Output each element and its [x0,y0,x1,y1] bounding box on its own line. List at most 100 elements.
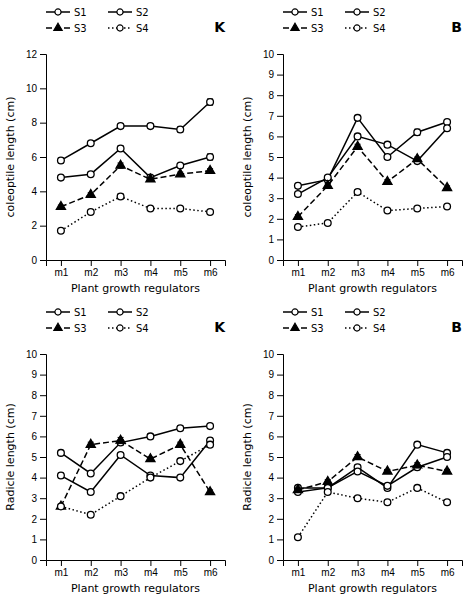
legend-entry: S1 [46,307,87,318]
tick-label: m2 [321,567,335,578]
tick-mark [180,560,181,566]
error-bar [177,426,183,431]
marker [384,499,391,506]
x-tick: m4 [144,560,158,578]
legend-label: S1 [74,7,87,18]
marker [414,485,421,492]
series [295,114,451,189]
legend-label: S3 [74,323,87,334]
error-bar [58,473,64,478]
y-tick: 2 [268,214,283,225]
panel-title: B [451,319,462,335]
y-axis-title: coleoptile length (cm) [241,97,254,218]
tick-mark [298,560,299,566]
tick-mark [40,539,46,540]
tick-mark [40,260,46,261]
tick-label: m1 [291,267,305,278]
tick-label: m4 [381,567,395,578]
legend-entry: S2 [345,307,386,318]
marker [384,141,391,148]
y-axis: 012345678910 [263,349,284,566]
legend-entry: S4 [345,23,386,34]
marker [443,183,452,191]
marker [146,454,155,462]
legend-label: S1 [311,307,324,318]
tick-label: 5 [31,452,37,463]
tick-mark [277,354,283,355]
series [58,99,214,164]
series [58,423,214,477]
tick-label: m6 [204,267,218,278]
marker [147,433,154,440]
y-tick: 8 [268,90,283,101]
marker [383,466,392,474]
tick-label: 9 [268,369,274,380]
marker [384,207,391,214]
legend-marker [354,9,360,15]
tick-label: 4 [31,186,37,197]
x-axis-title: Plant growth regulators [308,282,437,295]
tick-label: m1 [54,567,68,578]
legend-entry: S4 [108,23,149,34]
tick-mark [277,136,283,137]
tick-mark [40,416,46,417]
marker [293,211,302,219]
tick-label: 8 [31,117,37,128]
tick-mark [417,260,418,266]
y-tick: 5 [31,452,46,463]
tick-label: m6 [441,267,455,278]
marker [354,468,361,475]
marker [414,129,421,136]
x-axis-title: Plant growth regulators [308,582,437,595]
marker [353,452,362,460]
marker [324,220,331,227]
tick-mark [277,395,283,396]
marker [177,458,184,465]
marker [117,123,124,130]
series-line [61,196,210,230]
tick-label: 3 [31,493,37,504]
tick-label: m4 [144,267,158,278]
error-bar [118,146,124,151]
error-bar [444,455,450,460]
marker [117,452,124,459]
tick-mark [40,191,46,192]
legend-marker [117,9,123,15]
x-tick: m6 [204,260,218,278]
y-tick: 9 [268,69,283,80]
y-tick: 5 [268,152,283,163]
legend-entry: S3 [283,23,324,34]
legend-marker [291,323,299,330]
error-bar [147,434,153,439]
tick-label: 10 [263,49,275,60]
y-tick: 0 [268,555,283,566]
error-bar [118,194,124,199]
tick-label: m3 [351,267,365,278]
marker [87,209,94,216]
legend: S1S2S3S4 [283,307,386,334]
series-line [61,426,210,473]
marker [383,176,392,184]
legend-marker [117,25,123,31]
x-tick: m1 [291,260,305,278]
tick-label: m4 [144,567,158,578]
error-bar [58,158,64,163]
error-bar [355,115,361,120]
tick-label: 9 [31,369,37,380]
tick-label: 6 [31,431,37,442]
tick-label: 7 [268,111,274,122]
series-line [298,192,447,227]
tick-mark [121,260,122,266]
marker [384,482,391,489]
tick-label: m2 [84,567,98,578]
tick-label: m4 [381,267,395,278]
tick-mark [277,178,283,179]
marker [87,171,94,178]
marker [443,466,452,474]
marker [177,126,184,133]
marker [354,114,361,121]
marker [87,511,94,518]
y-tick: 12 [26,49,46,60]
marker [414,205,421,212]
y-axis: 012345678910 [26,349,47,566]
